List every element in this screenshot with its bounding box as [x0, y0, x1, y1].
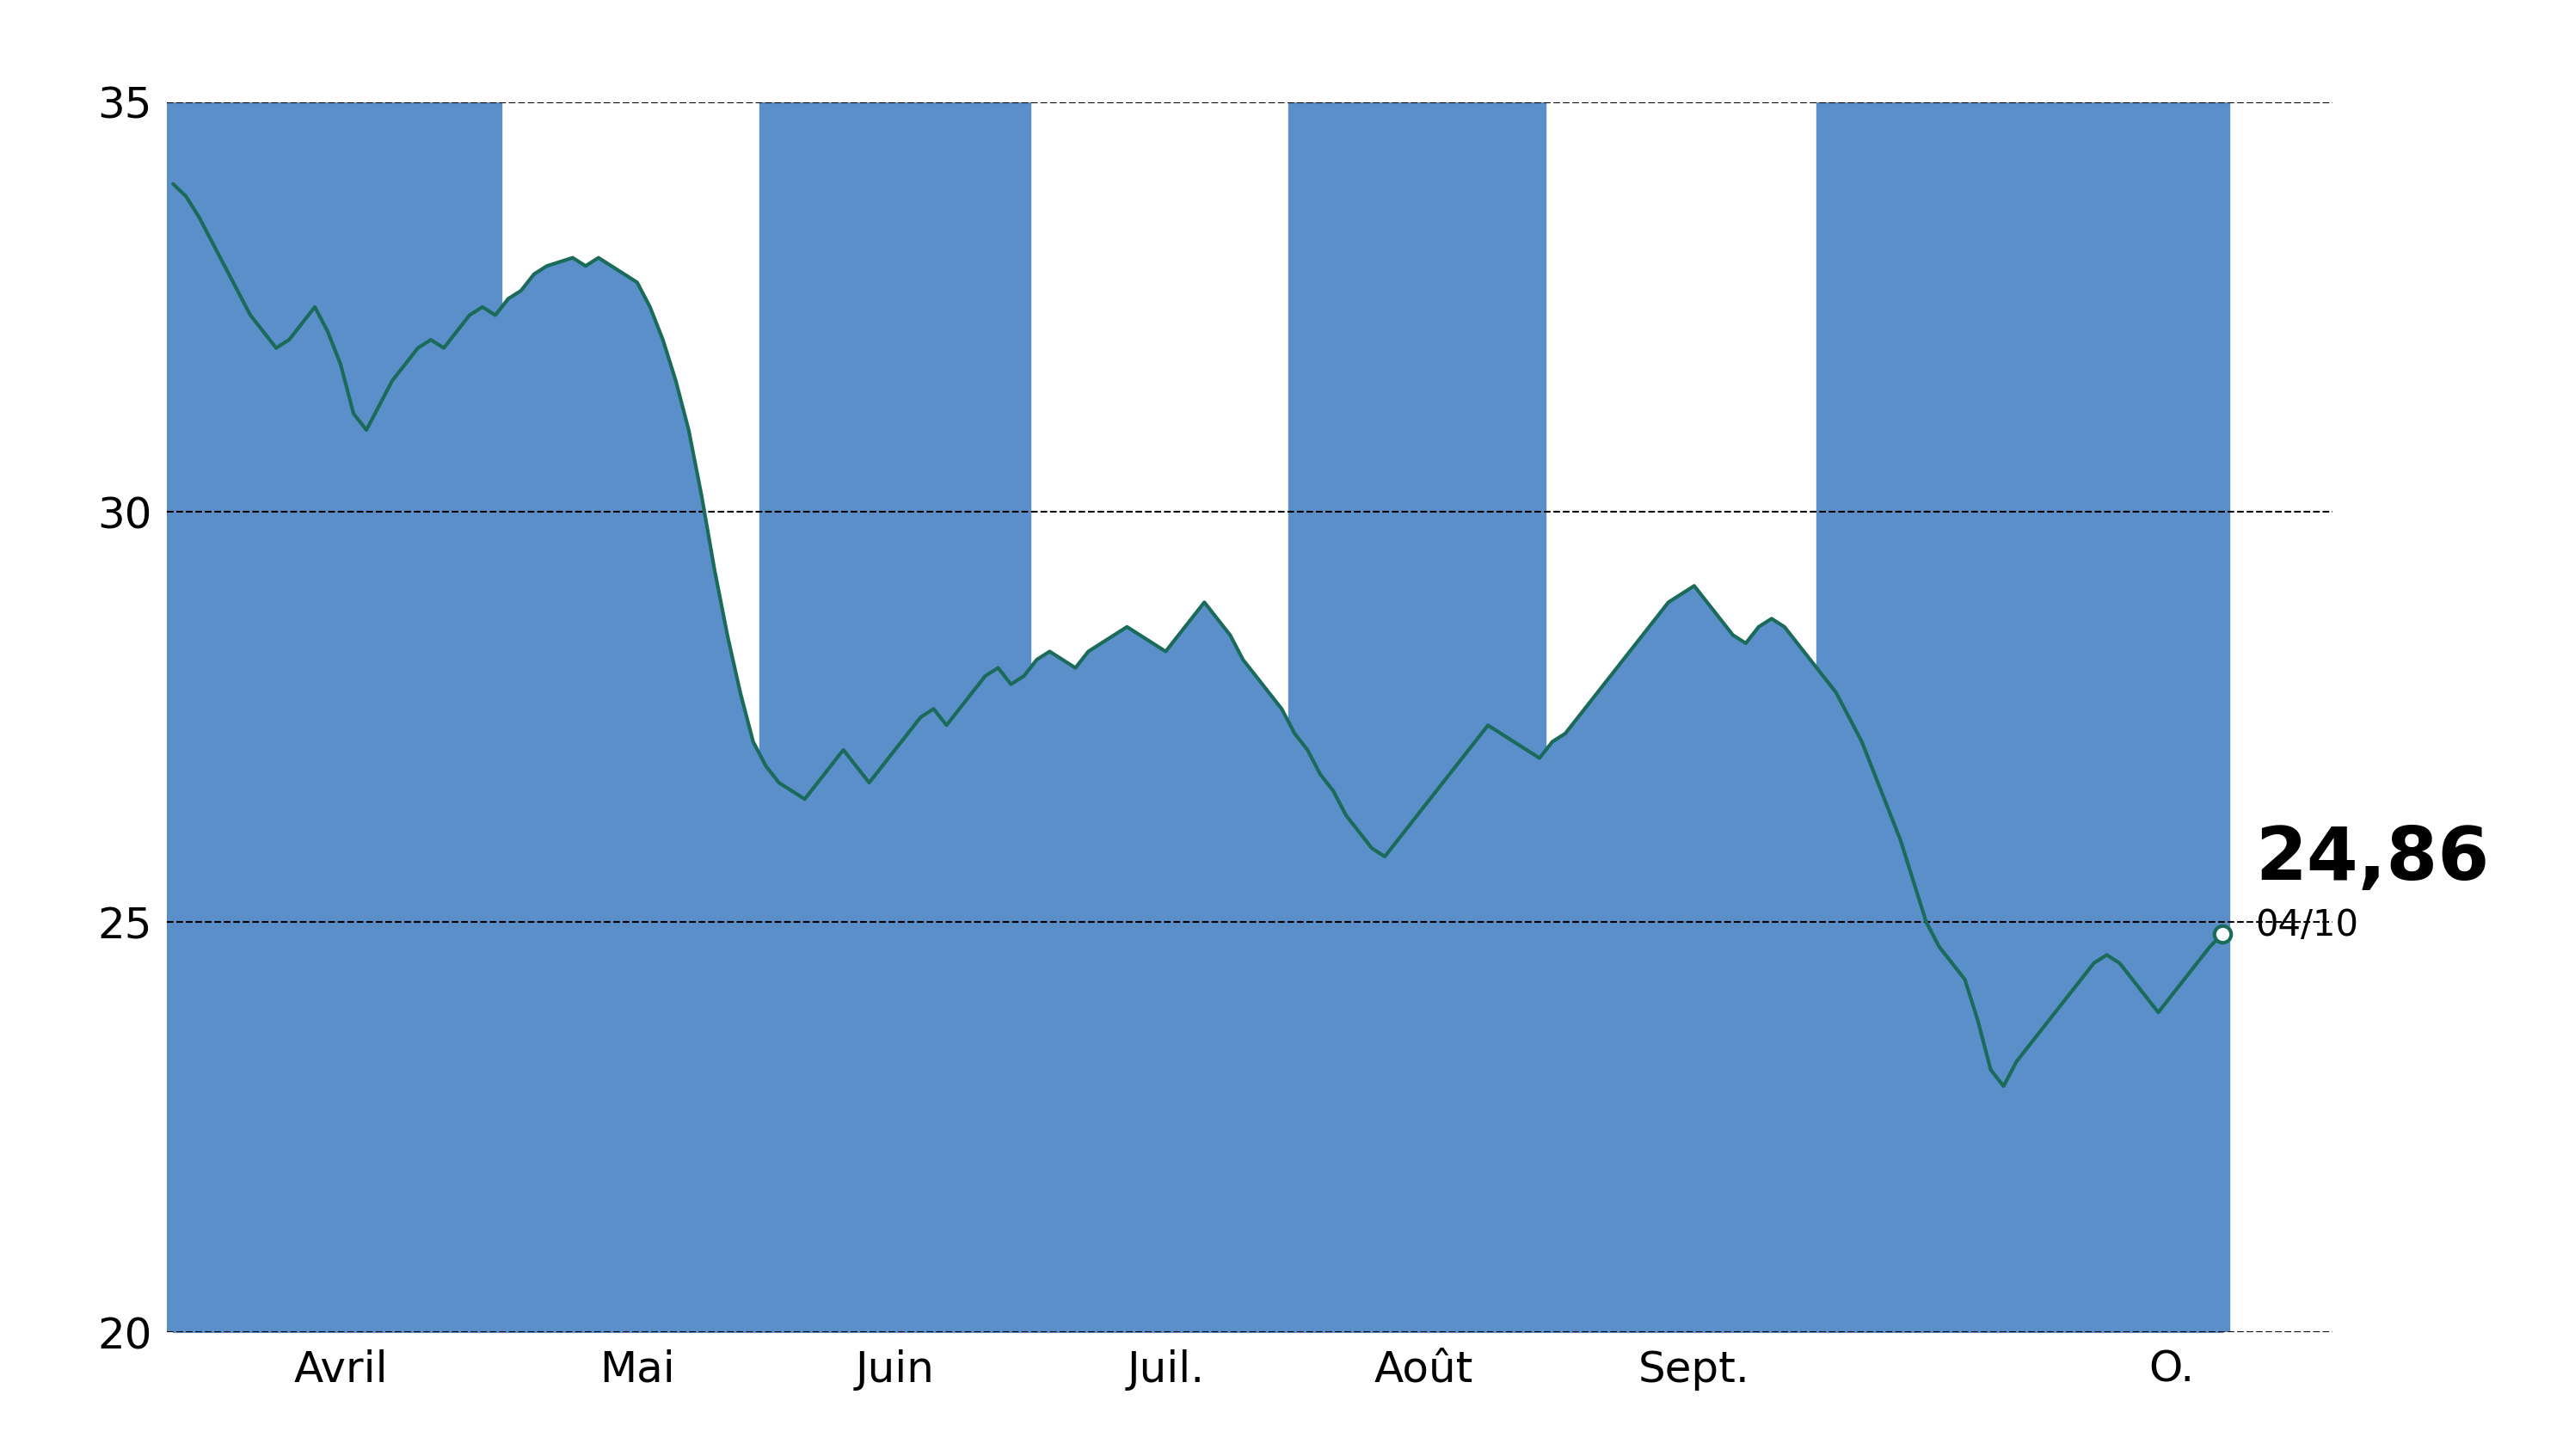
Text: 24,86: 24,86: [2255, 824, 2489, 895]
Text: RUBIS: RUBIS: [1117, 3, 1446, 96]
Bar: [759, 102, 1030, 1332]
Bar: [1289, 102, 1545, 1332]
Text: 04/10: 04/10: [2255, 907, 2358, 943]
Bar: [1817, 102, 2230, 1332]
Bar: [167, 102, 502, 1332]
